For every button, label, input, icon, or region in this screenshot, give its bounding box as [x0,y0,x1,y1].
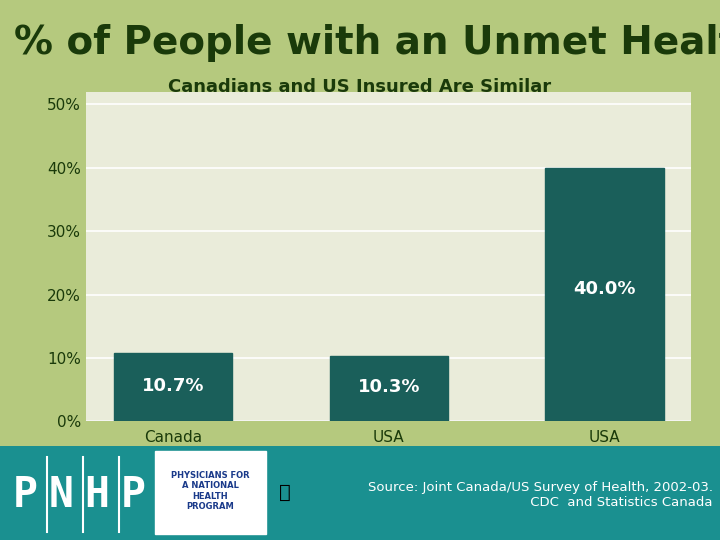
Text: % of People with an Unmet Health Need: % of People with an Unmet Health Need [14,24,720,62]
Bar [114,353,233,421]
Text: N: N [49,474,73,516]
Text: Source: Joint Canada/US Survey of Health, 2002-03.
 CDC  and Statistics Canada: Source: Joint Canada/US Survey of Health… [368,481,713,509]
Bar [155,451,266,535]
Text: 40.0%: 40.0% [573,280,636,299]
Bar [545,168,664,421]
Text: H: H [85,474,109,516]
Bar [330,356,448,421]
Text: 🐍: 🐍 [279,483,290,502]
Text: P: P [121,474,145,516]
Text: P: P [13,474,37,516]
Text: Canadians and US Insured Are Similar: Canadians and US Insured Are Similar [168,78,552,96]
Text: PHYSICIANS FOR
A NATIONAL
HEALTH
PROGRAM: PHYSICIANS FOR A NATIONAL HEALTH PROGRAM [171,471,250,511]
Text: 10.7%: 10.7% [142,377,204,395]
Text: 10.3%: 10.3% [358,379,420,396]
